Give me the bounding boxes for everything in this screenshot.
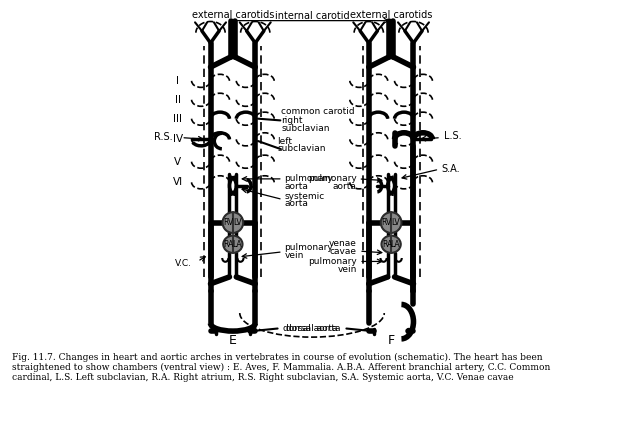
Text: LA: LA (391, 240, 400, 249)
Text: F: F (388, 334, 395, 347)
Text: III: III (173, 114, 182, 124)
Text: subclavian: subclavian (281, 124, 329, 133)
Ellipse shape (381, 235, 401, 253)
Text: S.A.: S.A. (441, 163, 460, 174)
Text: aorta: aorta (285, 182, 308, 191)
Text: II: II (175, 95, 181, 105)
Text: RA: RA (382, 240, 392, 249)
Text: V: V (174, 157, 182, 167)
Text: LA: LA (232, 240, 242, 249)
Ellipse shape (225, 237, 241, 251)
Text: external carotids: external carotids (192, 10, 274, 20)
Ellipse shape (223, 235, 243, 253)
Text: LV: LV (391, 218, 400, 227)
Text: external carotids: external carotids (350, 10, 432, 20)
Text: LV: LV (233, 218, 241, 227)
Text: E: E (229, 334, 237, 347)
Text: pulmonary: pulmonary (308, 175, 357, 183)
Text: systemic: systemic (285, 192, 324, 200)
Text: aorta: aorta (333, 182, 357, 191)
Text: VI: VI (173, 177, 183, 187)
Text: dorsal aorta: dorsal aorta (286, 324, 341, 333)
Ellipse shape (222, 212, 243, 233)
Text: RA: RA (223, 240, 234, 249)
Ellipse shape (383, 214, 400, 231)
Text: common carotid: common carotid (281, 108, 354, 116)
Ellipse shape (381, 212, 402, 233)
Text: pulmonary: pulmonary (308, 257, 357, 266)
Text: subclavian: subclavian (278, 144, 326, 154)
Text: RV: RV (381, 218, 392, 227)
Ellipse shape (383, 237, 399, 251)
Text: dorsal aorta: dorsal aorta (283, 324, 338, 333)
Text: left: left (278, 137, 293, 145)
Text: pulmonary: pulmonary (285, 243, 333, 252)
Text: pulmonary: pulmonary (285, 175, 333, 183)
Text: IV: IV (173, 134, 183, 144)
Ellipse shape (224, 214, 241, 231)
Text: I: I (177, 76, 179, 86)
Text: right: right (281, 116, 303, 125)
Text: R.S.: R.S. (154, 132, 173, 142)
Text: aorta: aorta (285, 200, 308, 209)
Text: venae: venae (329, 239, 357, 248)
Text: L.S.: L.S. (444, 131, 462, 141)
Text: Fig. 11.7. Changes in heart and aortic arches in vertebrates in course of evolut: Fig. 11.7. Changes in heart and aortic a… (12, 353, 551, 382)
Text: internal carotid: internal carotid (275, 11, 349, 21)
Text: RV: RV (223, 218, 233, 227)
Text: vein: vein (285, 251, 304, 260)
Text: vein: vein (338, 265, 357, 274)
Text: V.C.: V.C. (175, 259, 192, 267)
Text: cavae: cavae (329, 247, 357, 255)
